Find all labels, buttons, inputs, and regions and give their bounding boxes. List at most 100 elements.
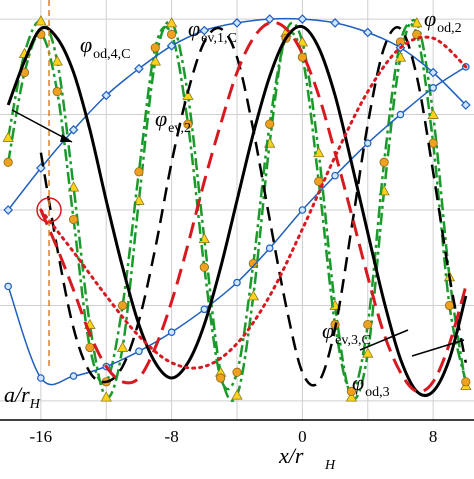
series-line-od-black-solid <box>6 24 468 397</box>
data-point-circle <box>396 110 405 119</box>
data-point-circle <box>69 372 78 380</box>
data-point-circle <box>134 167 144 177</box>
data-point-triangle <box>116 341 129 352</box>
data-point-diamond <box>330 18 340 28</box>
series-ev1c <box>3 14 471 215</box>
label-ev1c: φev,1,C <box>188 16 237 46</box>
data-point-circle <box>199 262 209 272</box>
x-tick-labels: -16 -8 0 8 <box>30 427 438 446</box>
data-point-triangle <box>362 347 374 358</box>
x-tick-label: -16 <box>30 427 53 446</box>
data-point-diamond <box>428 67 438 78</box>
data-point-diamond <box>3 205 14 215</box>
label-ev3c-sub: ev,3,C <box>335 333 371 348</box>
data-point-circle <box>297 52 307 62</box>
data-point-diamond <box>134 63 144 74</box>
data-point-triangle <box>165 17 178 28</box>
label-od3-sub: od,3 <box>365 385 390 400</box>
data-point-circle <box>150 43 160 53</box>
data-point-circle <box>346 386 357 396</box>
label-od4c: φod,4,C <box>80 32 131 62</box>
data-point-circle <box>265 119 275 129</box>
data-point-circle <box>216 373 226 383</box>
data-point-diamond <box>68 124 79 135</box>
data-point-diamond <box>166 40 177 51</box>
x-tick-label: 8 <box>429 427 438 446</box>
series-od2-red-dashed <box>39 20 468 394</box>
label-od2-sub: od,2 <box>437 21 462 36</box>
pointer-od3 <box>411 339 465 357</box>
data-point-circle <box>117 300 128 311</box>
data-point-circle <box>52 87 62 97</box>
series-line-od3-circles <box>6 22 468 393</box>
data-point-diamond <box>232 18 242 28</box>
data-point-triangle <box>35 15 47 26</box>
data-point-triangle <box>182 89 194 100</box>
x-tick-label: -8 <box>165 427 179 446</box>
data-point-circle <box>200 305 209 314</box>
data-point-triangle <box>247 290 260 301</box>
data-point-triangle <box>100 391 112 402</box>
data-point-circle <box>363 139 372 147</box>
data-point-diamond <box>199 25 210 36</box>
data-point-circle <box>379 157 389 167</box>
x-tick-label: 0 <box>298 427 307 446</box>
data-point-circle <box>167 29 177 39</box>
annotation-label-sub: H <box>29 397 41 412</box>
series-od-black-solid <box>6 24 468 397</box>
data-point-circle <box>135 347 143 356</box>
label-ev2-sub: ev,2 <box>168 121 191 136</box>
data-point-circle <box>4 282 12 291</box>
data-point-circle <box>444 300 455 311</box>
data-point-diamond <box>297 14 308 24</box>
series-ev2 <box>4 63 470 386</box>
data-point-triangle <box>411 17 423 28</box>
series-line-od4c-triangles <box>6 19 468 402</box>
data-point-diamond <box>362 27 373 38</box>
label-ev1c-sub: ev,1,C <box>201 31 237 46</box>
label-od2: φod,2 <box>424 6 462 36</box>
x-axis-label: x/r H <box>278 443 336 473</box>
data-point-circle <box>233 278 241 287</box>
highlight-circle <box>36 197 62 223</box>
data-point-circle <box>248 258 258 269</box>
data-point-diamond <box>36 163 46 173</box>
data-point-circle <box>461 377 471 387</box>
series-line-ev2-red-dotted <box>39 35 468 370</box>
data-point-circle <box>314 176 324 186</box>
data-point-circle <box>265 244 274 252</box>
data-point-diamond <box>264 14 275 24</box>
data-point-triangle <box>345 391 358 402</box>
annotation-label: a/rH <box>4 382 41 412</box>
data-point-triangle <box>51 55 63 66</box>
x-axis-label-sub: H <box>324 458 336 473</box>
label-ev3c: φev,3,C <box>322 318 371 348</box>
data-point-circle <box>68 214 79 225</box>
data-point-circle <box>183 119 193 129</box>
data-point-circle <box>37 374 45 382</box>
data-point-circle <box>167 328 176 336</box>
series-layer <box>2 14 472 402</box>
series-od3-circles <box>3 22 471 396</box>
data-point-diamond <box>101 90 112 101</box>
data-point-triangle <box>231 389 243 400</box>
data-point-triangle <box>296 36 309 47</box>
data-point-circle <box>232 367 242 377</box>
data-point-circle <box>3 157 13 167</box>
data-point-circle <box>331 171 339 180</box>
annotations: a/rH <box>4 0 465 412</box>
series-ev2-red-dotted <box>39 35 468 370</box>
data-point-triangle <box>149 55 161 66</box>
pointer-ev3c <box>359 329 409 351</box>
data-point-triangle <box>2 131 14 142</box>
data-point-circle <box>85 342 95 353</box>
data-point-diamond <box>460 100 471 110</box>
series-line-od2-red-dashed <box>39 20 468 394</box>
pointer-arrowhead <box>60 134 72 142</box>
data-point-circle <box>298 206 307 214</box>
series-line-od-black-dashed <box>39 26 468 387</box>
label-od4c-sub: od,4,C <box>93 47 130 62</box>
x-axis-label-main: x/r <box>278 443 304 468</box>
